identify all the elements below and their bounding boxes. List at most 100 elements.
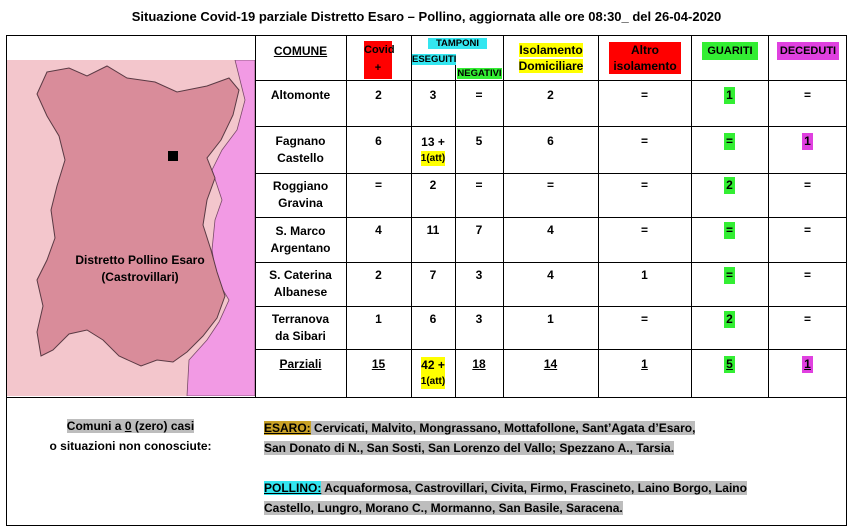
cell-deceduti: =	[803, 177, 811, 192]
divider-guariti	[768, 35, 769, 397]
note-line2: o situazioni non conosciute:	[49, 439, 212, 453]
esaro-line1: Cervicati, Malvito, Mongrassano, Mottafo…	[310, 421, 696, 435]
section-line	[6, 397, 847, 398]
table-row-comune: Altomonte	[255, 80, 346, 110]
divider-altro	[691, 35, 692, 397]
guariti-value: 2	[724, 176, 735, 194]
header-guariti: GUARITI	[692, 42, 768, 60]
guariti-value: =	[723, 221, 735, 239]
header-tamponi: TAMPONI	[412, 38, 503, 50]
header-eseguiti-label: ESEGUITI	[412, 54, 457, 65]
note-line1-zero: 0	[124, 419, 132, 433]
row-line	[255, 217, 847, 218]
district-label-name: Distretto Pollino Esaro	[75, 253, 205, 267]
page-title: Situazione Covid-19 parziale Distretto E…	[131, 9, 722, 24]
table-row-comune: Terranova da Sibari	[255, 306, 346, 349]
header-eseguiti: ESEGUITI	[412, 54, 457, 66]
esaro-list: ESARO: Cervicati, Malvito, Mongrassano, …	[264, 418, 844, 458]
pollino-list: POLLINO: Acquaformosa, Castrovillari, Ci…	[264, 478, 844, 518]
cell-eseguiti: 6	[429, 311, 437, 326]
header-altro: Altro isolamento	[599, 42, 691, 74]
deceduti-value: 1	[802, 132, 813, 150]
total-guariti: 5	[691, 349, 768, 379]
cell-guariti: 2	[691, 173, 768, 197]
totals-label: Parziali	[279, 356, 322, 371]
comune-name-line2: Argentano	[270, 240, 331, 255]
comune-name-line2: Albanese	[273, 285, 328, 299]
note-line1-pre: Comuni a	[66, 419, 125, 433]
cell-negativi: 3	[475, 311, 483, 326]
table-row-comune: Fagnano Castello	[255, 126, 346, 173]
row-line	[255, 80, 847, 81]
pollino-label: POLLINO:	[264, 481, 322, 495]
header-covid: Covid +	[357, 41, 399, 79]
district-label-seat: (Castrovillari)	[101, 270, 179, 284]
header-comune: COMUNE	[273, 44, 328, 58]
pollino-esaro-district-area	[36, 65, 240, 367]
header-isolamento: Isolamento Domiciliare	[504, 42, 598, 74]
table-row-comune: S. Marco Argentano	[255, 217, 346, 262]
location-marker	[168, 151, 178, 161]
cell-eseguiti: 7	[429, 267, 437, 282]
total-covid: 15	[371, 356, 386, 371]
comune-name: Terranova	[271, 311, 330, 326]
cell-altro: =	[640, 177, 648, 192]
cell-altro: =	[640, 222, 648, 237]
total-deceduti-value: 1	[802, 355, 813, 373]
note-line1: Comuni a 0 (zero) casi	[66, 419, 195, 433]
divider-comune	[346, 35, 347, 397]
comune-name: S. Caterina	[269, 268, 332, 282]
header-deceduti: DECEDUTI	[769, 42, 847, 60]
district-map	[7, 60, 255, 396]
cell-deceduti: =	[803, 267, 811, 282]
header-covid-label: Covid +	[364, 41, 395, 79]
header-altro-line1: Altro	[609, 42, 681, 58]
divider-covid	[411, 35, 412, 397]
cell-isolamento: 1	[547, 311, 554, 326]
eseguiti-value: 13 +	[421, 134, 445, 149]
cell-altro: =	[640, 133, 648, 148]
row-line	[255, 262, 847, 263]
cell-altro: =	[640, 311, 648, 326]
cell-altro: =	[640, 87, 648, 102]
comune-name: S. Marco	[275, 223, 326, 238]
row-line	[255, 173, 847, 174]
cell-guariti: =	[691, 262, 768, 288]
comune-name: Roggiano	[272, 179, 329, 193]
cell-deceduti: =	[803, 87, 811, 102]
cell-isolamento: 6	[547, 133, 554, 148]
comune-name-line2: Gravina	[278, 196, 323, 210]
header-guariti-label: GUARITI	[702, 42, 758, 60]
cell-negativi: 5	[475, 133, 483, 148]
cell-eseguiti: 3	[429, 87, 437, 102]
cell-deceduti: =	[803, 311, 811, 326]
cell-isolamento: =	[546, 177, 554, 192]
total-isolamento: 14	[543, 356, 558, 371]
note-line1-post: (zero) casi	[131, 419, 195, 433]
total-altro: 1	[641, 356, 648, 371]
cell-negativi: 3	[475, 267, 483, 282]
cell-isolamento: 4	[547, 267, 554, 282]
guariti-value: =	[723, 132, 735, 150]
pollino-line2: Castello, Lungro, Morano C., Mormanno, S…	[264, 501, 623, 515]
district-label: Distretto Pollino Esaro (Castrovillari)	[55, 252, 225, 286]
esaro-label: ESARO:	[264, 421, 311, 435]
total-eseguiti-att: 1(att)	[420, 374, 446, 389]
header-isolamento-line1: Isolamento	[519, 43, 583, 57]
guariti-value: 2	[724, 310, 735, 328]
cell-deceduti: =	[803, 222, 811, 237]
cell-covid: 2	[375, 267, 382, 282]
header-deceduti-label: DECEDUTI	[777, 42, 839, 60]
divider-map	[255, 35, 256, 397]
cell-eseguiti: 11	[426, 222, 440, 237]
table-row-comune: S. Caterina Albanese	[255, 262, 346, 306]
row-line	[255, 349, 847, 350]
header-isolamento-line2: Domiciliare	[518, 59, 584, 73]
esaro-line2: San Donato di N., San Sosti, San Lorenzo…	[264, 441, 675, 455]
pollino-line1: Acquaformosa, Castrovillari, Civita, Fir…	[321, 481, 747, 495]
zero-cases-note: Comuni a 0 (zero) casi o situazioni non …	[6, 416, 255, 456]
cell-negativi: =	[475, 177, 483, 192]
comune-name-line2: Castello	[277, 150, 324, 165]
cell-covid: 2	[375, 87, 382, 102]
divider-isolamento	[598, 35, 599, 397]
